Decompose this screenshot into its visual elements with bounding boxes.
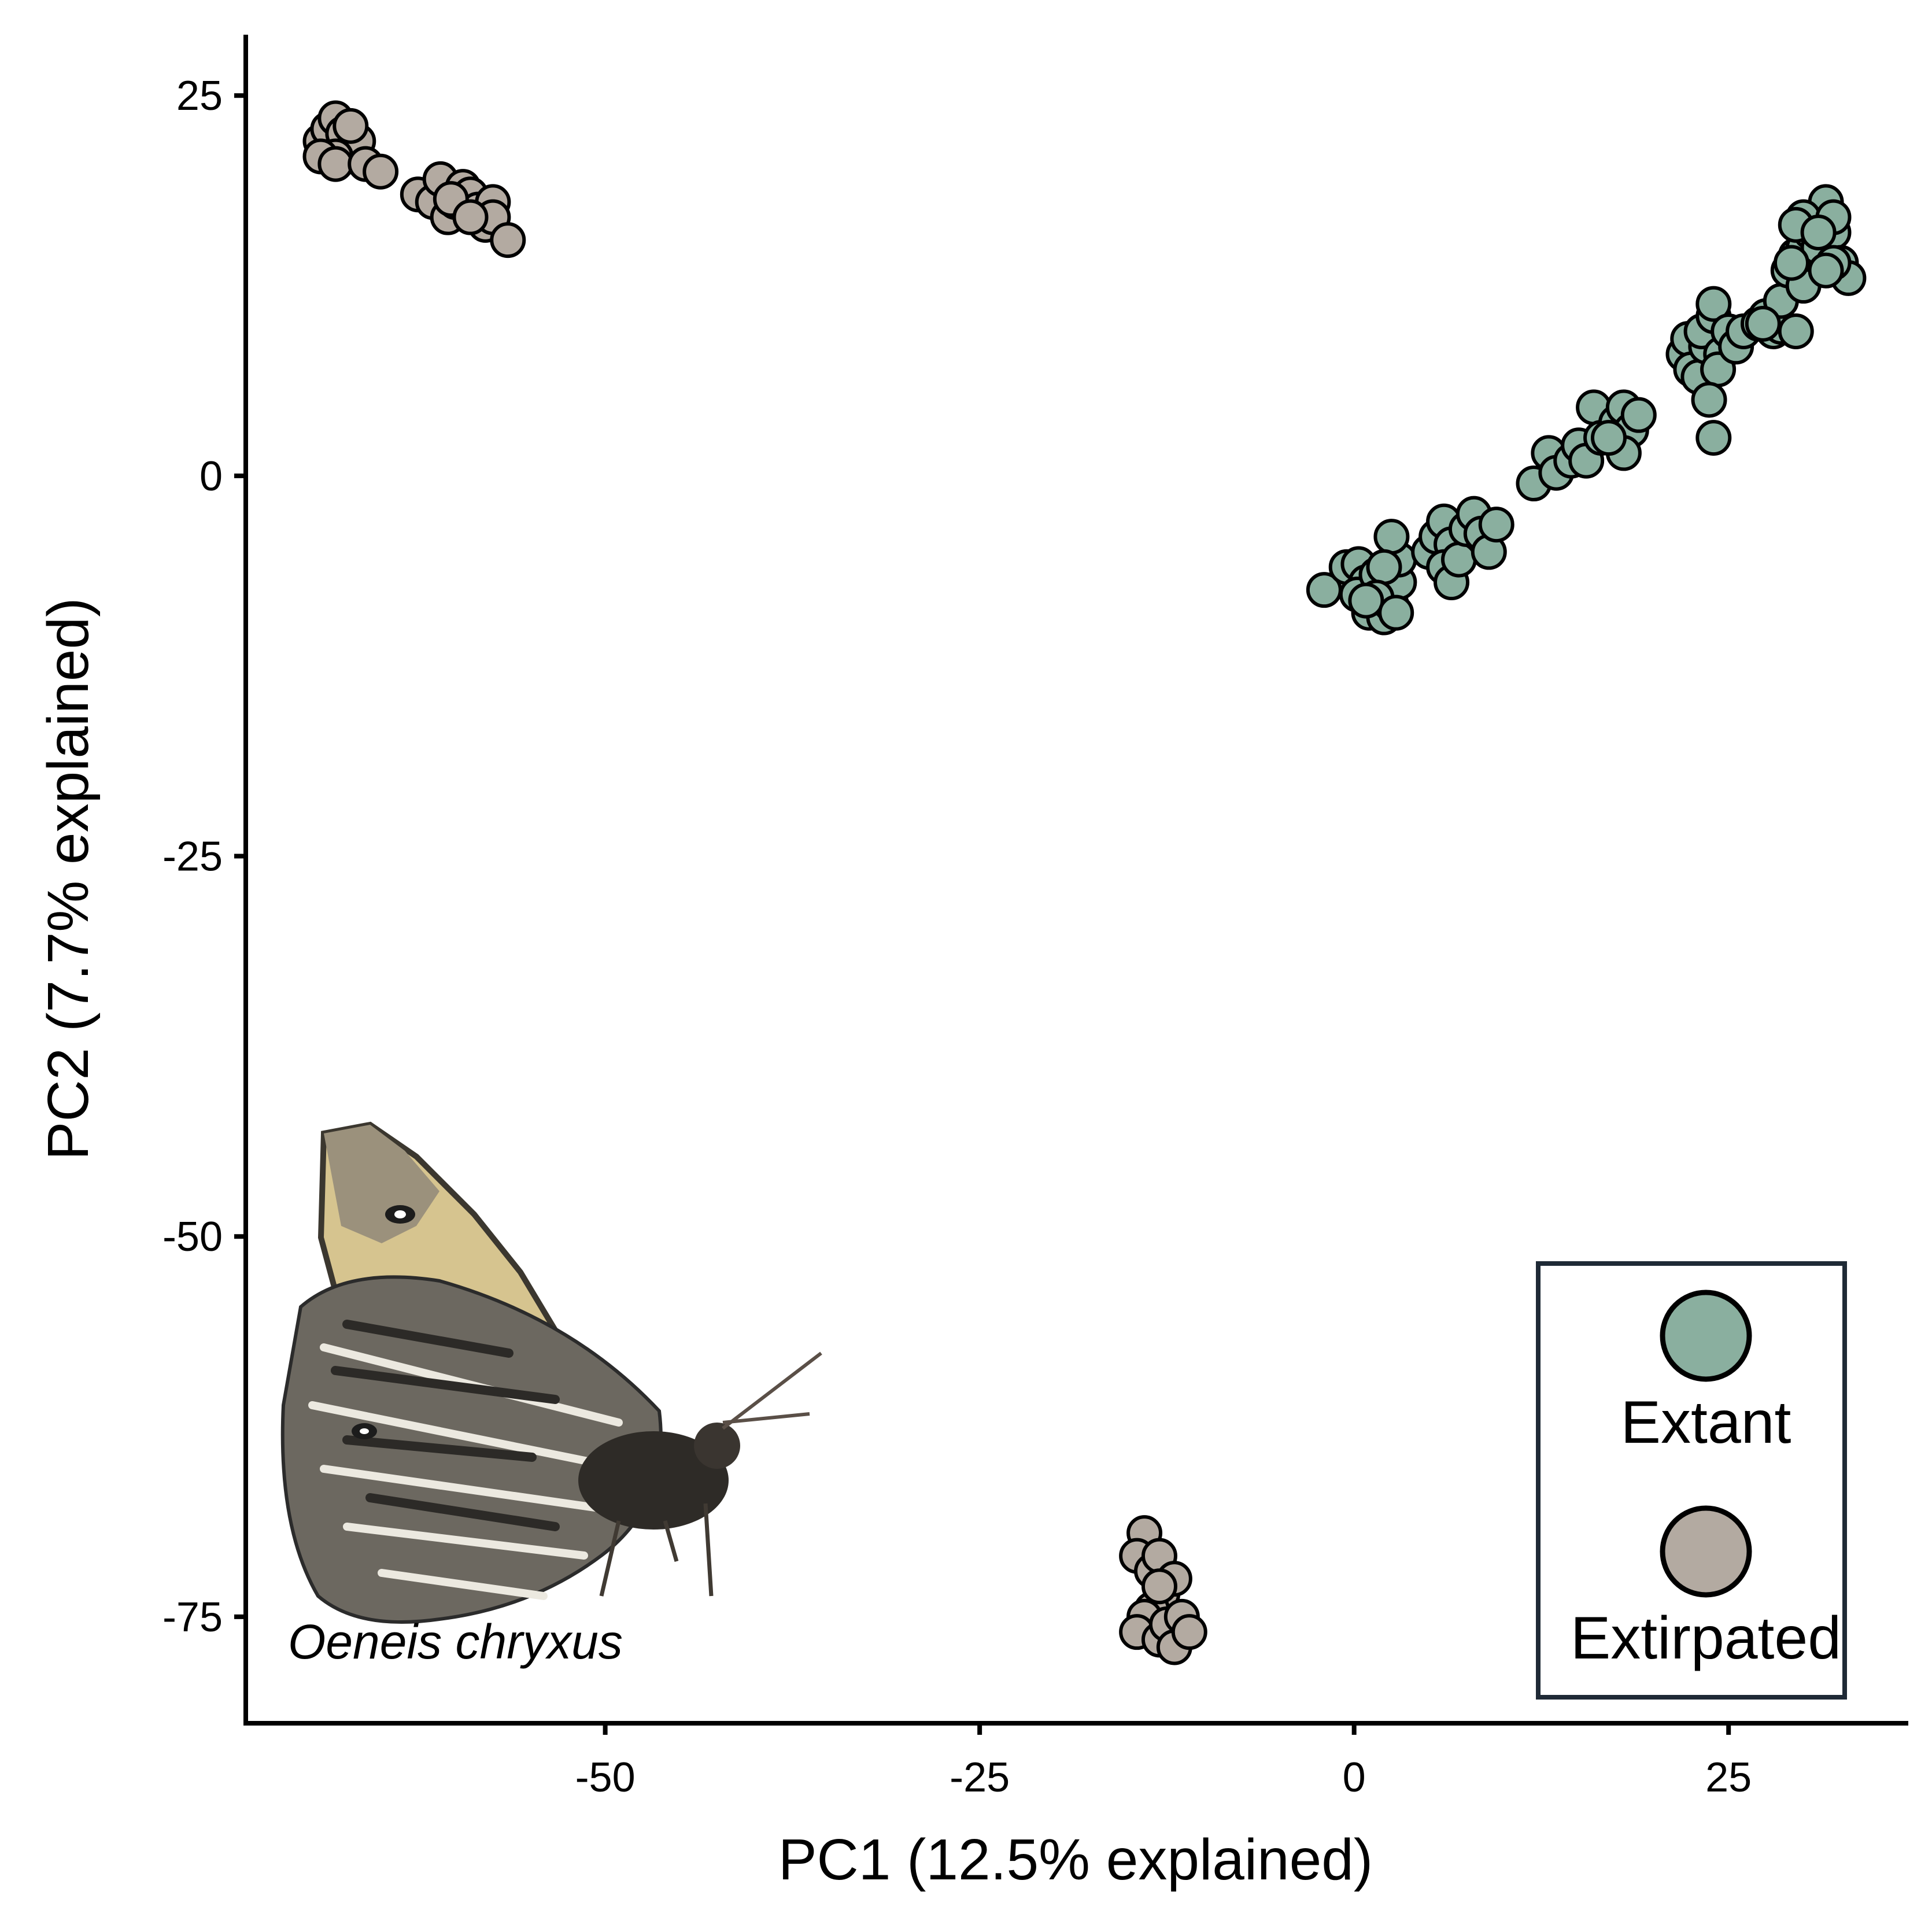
y-tick-label: 0 [200, 453, 223, 500]
point-extant [1478, 507, 1514, 543]
point-extirpated [1171, 1614, 1207, 1650]
legend-swatch-extirpated [1660, 1505, 1752, 1598]
y-tick-label: -50 [162, 1214, 223, 1260]
point-extant [1778, 313, 1814, 349]
point-extant [1773, 245, 1809, 281]
y-tick-label: -75 [162, 1594, 223, 1641]
series-extirpated [302, 100, 1207, 1665]
point-extant [1695, 420, 1732, 456]
point-extirpated [317, 146, 354, 182]
point-extant [1808, 252, 1844, 289]
point-extirpated [1141, 1568, 1177, 1605]
point-extant [1590, 420, 1627, 456]
point-extirpated [333, 108, 369, 144]
point-extant [1695, 286, 1732, 322]
x-axis-ticks: -50 -25 0 25 [575, 1723, 1752, 1801]
legend-label-extant: Extant [1621, 1389, 1791, 1456]
point-extirpated [363, 153, 399, 190]
point-extant [1800, 214, 1837, 250]
x-tick-label: 0 [1343, 1754, 1366, 1801]
y-axis-ticks: 25 0 -25 -50 -75 [162, 73, 246, 1641]
legend-label-extirpated: Extirpated [1571, 1605, 1841, 1672]
x-tick-label: 25 [1705, 1754, 1752, 1801]
point-extant [1745, 305, 1781, 342]
point-extirpated [490, 222, 526, 258]
point-extant [1366, 549, 1402, 585]
x-axis-title: PC1 (12.5% explained) [778, 1827, 1373, 1892]
point-extant [1691, 382, 1727, 418]
y-axis-title: PC2 (7.7% explained) [36, 598, 101, 1161]
point-extirpated [452, 199, 489, 235]
legend: Extant Extirpated [1536, 1261, 1847, 1700]
point-extant [1620, 397, 1657, 433]
axes [243, 35, 1908, 1726]
x-tick-label: -50 [575, 1754, 636, 1801]
point-extant [1440, 541, 1477, 578]
butterfly-photo [280, 1121, 822, 1624]
series-extant [1306, 184, 1867, 636]
x-tick-label: -25 [950, 1754, 1010, 1801]
species-annotation: Oeneis chryxus [288, 1615, 623, 1669]
legend-swatch-extant [1660, 1290, 1752, 1382]
data-points [302, 100, 1867, 1665]
point-extant [1378, 594, 1414, 631]
point-extant [1348, 582, 1384, 619]
y-tick-label: -25 [162, 834, 223, 880]
y-tick-label: 25 [176, 73, 223, 119]
point-extant [1373, 519, 1410, 555]
